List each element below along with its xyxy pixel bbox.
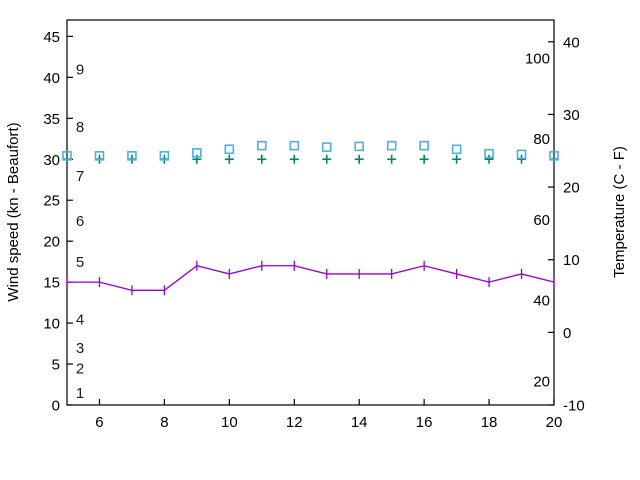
pressure-point bbox=[484, 154, 494, 164]
y2-celsius-label: -10 bbox=[563, 398, 585, 415]
temperature-point bbox=[451, 144, 462, 155]
y2-axis-ticks: -10 0 10 20 30 40 20 40 60 80 100 bbox=[525, 34, 585, 414]
y2-fahrenheit-label: 100 bbox=[525, 50, 550, 67]
temperature-point bbox=[549, 151, 559, 161]
temperature-point bbox=[94, 151, 105, 161]
y-tick-label: 35 bbox=[43, 111, 60, 128]
pressure-point bbox=[354, 154, 364, 164]
series-wind-speed bbox=[66, 260, 555, 296]
temperature-point bbox=[516, 149, 527, 160]
wind-speed-line bbox=[67, 265, 555, 291]
y2-fahrenheit-label: 60 bbox=[533, 212, 550, 229]
beaufort-label: 6 bbox=[76, 213, 84, 230]
y2-celsius-label: 0 bbox=[563, 325, 571, 342]
y2-fahrenheit-label: 40 bbox=[533, 293, 550, 310]
beaufort-label: 5 bbox=[76, 254, 84, 271]
x-tick-label: 8 bbox=[160, 414, 168, 431]
pressure-point bbox=[452, 154, 462, 164]
y-tick-label: 25 bbox=[43, 193, 60, 210]
temperature-point bbox=[484, 148, 494, 159]
x-tick-label: 12 bbox=[286, 414, 303, 431]
temperature-point bbox=[419, 140, 429, 151]
y2-axis-title: Temperature (C - F) bbox=[611, 146, 628, 278]
y-tick-label: 45 bbox=[43, 29, 60, 46]
beaufort-scale-labels: 1 2 3 4 5 6 7 8 9 bbox=[76, 62, 84, 403]
temperature-point bbox=[354, 141, 365, 152]
y-tick-label: 10 bbox=[43, 316, 60, 333]
pressure-point bbox=[224, 154, 234, 164]
beaufort-label: 9 bbox=[76, 62, 84, 79]
y2-fahrenheit-label: 80 bbox=[533, 131, 550, 148]
beaufort-label: 1 bbox=[76, 385, 84, 402]
y-tick-label: 20 bbox=[43, 234, 60, 251]
axis-titles: Wind speed (kn - Beaufort) Temperature (… bbox=[5, 122, 628, 301]
y-tick-label: 40 bbox=[43, 70, 60, 87]
y2-celsius-label: 10 bbox=[563, 252, 580, 269]
pressure-point bbox=[419, 154, 429, 164]
x-tick-label: 10 bbox=[221, 414, 238, 431]
pressure-point bbox=[257, 154, 267, 164]
temperature-point bbox=[321, 142, 332, 152]
series-temperature bbox=[62, 140, 559, 161]
temperature-point bbox=[289, 140, 300, 151]
beaufort-label: 2 bbox=[76, 361, 84, 378]
y-tick-label: 5 bbox=[52, 357, 60, 374]
beaufort-label: 4 bbox=[76, 311, 84, 328]
x-axis-ticks: 6 8 10 12 14 16 18 20 bbox=[95, 399, 562, 431]
x-tick-label: 16 bbox=[416, 414, 433, 431]
plot-frame bbox=[66, 19, 555, 406]
temperature-point bbox=[159, 151, 170, 161]
temperature-point bbox=[224, 144, 235, 155]
temperature-point bbox=[192, 148, 202, 158]
beaufort-label: 8 bbox=[76, 119, 84, 136]
x-tick-label: 14 bbox=[351, 414, 368, 431]
y2-celsius-label: 20 bbox=[563, 180, 580, 197]
x-tick-label: 18 bbox=[481, 414, 498, 431]
temperature-point bbox=[386, 140, 397, 151]
temperature-point bbox=[62, 151, 72, 161]
x-tick-label: 20 bbox=[546, 414, 563, 431]
x-tick-label: 6 bbox=[95, 414, 103, 431]
y2-celsius-label: 40 bbox=[563, 34, 580, 51]
beaufort-label: 7 bbox=[76, 168, 84, 185]
y2-fahrenheit-label: 20 bbox=[533, 373, 550, 390]
y-axis-title: Wind speed (kn - Beaufort) bbox=[5, 122, 22, 301]
beaufort-label: 3 bbox=[76, 340, 84, 357]
plot-border bbox=[66, 19, 555, 406]
y-axis-ticks: 0 5 10 15 20 25 30 35 40 45 bbox=[43, 29, 73, 415]
y-tick-label: 0 bbox=[52, 398, 60, 415]
pressure-point bbox=[517, 154, 527, 164]
y2-celsius-label: 30 bbox=[563, 107, 580, 124]
pressure-point bbox=[322, 154, 332, 164]
pressure-point bbox=[387, 154, 397, 164]
y-tick-label: 15 bbox=[43, 275, 60, 292]
temperature-point bbox=[256, 140, 267, 151]
y-tick-label: 30 bbox=[43, 152, 60, 169]
temperature-point bbox=[127, 151, 137, 161]
pressure-point bbox=[289, 154, 299, 164]
